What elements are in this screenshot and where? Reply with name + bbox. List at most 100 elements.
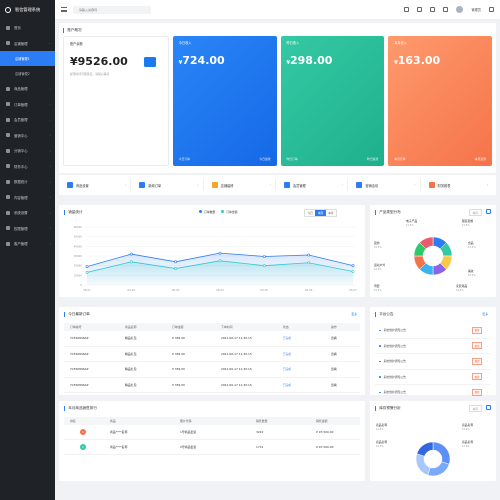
qrcode-icon[interactable] [417,7,423,12]
inventory-label: 商品名称 [376,440,387,444]
legend-orders[interactable]: 订单数量 [199,210,215,214]
pie-slice[interactable] [419,236,434,250]
income-card-today[interactable]: 今日收入 ¥724.00 今日订单 今日退款 [172,36,277,166]
table-row[interactable]: 1 商品****名称 1号商品套装 3222 ¥ 97,500.00 [64,425,360,440]
sidebar-item-12[interactable]: 系统设置 › [0,205,55,221]
sidebar-item-11[interactable]: 内容管理 › [0,190,55,206]
quick-action-4[interactable]: 营销活动 › [352,179,421,191]
sidebar-item-1[interactable]: 店铺管理 ⌄ [0,36,55,52]
list-item[interactable]: 系统维护通知公告 重要 › [375,354,491,370]
sidebar-item-5[interactable]: 订单管理 › [0,97,55,113]
data-point[interactable] [262,255,266,258]
bullet-icon [379,329,381,331]
data-point[interactable] [218,259,222,263]
data-point[interactable] [129,260,133,264]
pie-slice[interactable] [432,441,451,465]
notice-tag: 重要 [472,342,482,350]
legend-amount[interactable]: 订单金额 [221,210,237,214]
sidebar-item-label: 首页 [14,26,21,31]
order-view-link[interactable]: 查看 [331,382,337,387]
table-row[interactable]: YC556896AP 精品礼包 ¥ 359.00 2021-06-17 11:30:1… [64,362,360,378]
data-point[interactable] [262,264,266,268]
sidebar-subitem-2[interactable]: 店铺管理1 [0,51,55,66]
quick-action-0[interactable]: 商品设置 › [63,179,132,191]
data-point[interactable] [174,260,178,264]
data-point[interactable] [85,271,89,274]
chevron-right-icon: › [486,359,488,364]
order-view-link[interactable]: 查看 [331,336,337,341]
chevron-right-icon: › [49,86,51,91]
user-name[interactable]: 管理员 [471,8,481,12]
table-row[interactable]: YC556896AP 精品礼包 ¥ 359.00 2021-06-17 11:30:1… [64,378,360,393]
chevron-right-icon: › [49,148,51,153]
list-item[interactable]: 系统维护通知公告 重要 › [375,370,491,385]
notice-more-link[interactable]: 更多 [482,312,488,316]
sidebar-subitem-3[interactable]: 店铺管理2 [15,72,30,76]
order-view-link[interactable]: 查看 [331,367,337,372]
orders-header-cell: 下单时间 [221,325,233,329]
sidebar-item-0[interactable]: 首页 [0,20,55,36]
quick-action-icon [139,182,146,188]
period-today[interactable]: 今日 [307,210,313,215]
search-input[interactable] [73,5,151,14]
message-icon[interactable] [443,7,449,12]
sidebar-item-8[interactable]: 分销中心 › [0,143,55,159]
income-card-month[interactable]: 本月收入 ¥163.00 本月订单 本月退款 [388,36,492,166]
category-period-select[interactable]: 本月 [468,209,482,217]
table-row[interactable]: YC556896AP 精品礼包 ¥ 359.00 2021-06-17 11:30:1… [64,331,360,347]
quick-action-5[interactable]: 财务报表 › [425,179,492,191]
table-row[interactable]: 2 商品****名称 2号商品套装 1712 ¥ 97,500.00 [64,440,360,455]
avatar[interactable] [456,6,464,13]
pie-slice[interactable] [416,441,434,457]
sidebar-item-14[interactable]: 客户管理 › [0,236,55,252]
sidebar-item-4[interactable]: 商品管理 › [0,81,55,97]
status-badge: 已完成 [283,337,291,341]
list-item[interactable]: 系统维护通知公告 重要 › [375,323,491,339]
list-item[interactable]: 系统维护通知公告 重要 › [375,339,491,354]
x-tick-label: 06-03 [172,288,180,292]
orders-title: 今日最新订单 [68,312,90,316]
data-point[interactable] [129,252,133,256]
chevron-right-icon: › [414,183,416,187]
chevron-right-icon: › [49,195,51,200]
order-product: 精品礼包 [125,382,137,387]
sidebar-item-10[interactable]: 数据统计 › [0,174,55,190]
data-point[interactable] [218,251,222,255]
sidebar-item-13[interactable]: 权限管理 › [0,221,55,237]
income-card-yesterday[interactable]: 昨日收入 ¥298.00 昨日订单 昨日退款 [280,36,385,166]
period-month[interactable]: 本月 [328,210,334,215]
data-point[interactable] [85,265,89,269]
data-point[interactable] [351,270,355,273]
monitor-icon[interactable] [404,7,410,12]
inventory-download-icon[interactable] [486,405,491,410]
list-item[interactable]: 系统维护通知公告 重要 › [375,385,491,401]
sidebar-item-6[interactable]: 会员管理 › [0,112,55,128]
pie-slice[interactable] [427,461,450,477]
period-week[interactable]: 本周 [315,210,326,216]
fullscreen-icon[interactable] [430,7,436,12]
orders-more-link[interactable]: 更多 [351,312,357,316]
sidebar-item-icon [6,226,10,231]
inventory-period-select[interactable]: 本月 [468,405,482,413]
menu-toggle-icon[interactable] [61,7,67,12]
pie-slice[interactable] [415,453,431,476]
data-point[interactable] [307,261,311,265]
sidebar-item-9[interactable]: 财务中心 › [0,159,55,175]
rank-qty: 3222 [256,430,264,434]
order-view-link[interactable]: 查看 [331,351,337,356]
quick-action-1[interactable]: 新增订单 › [135,179,204,191]
data-point[interactable] [351,264,355,268]
table-row[interactable]: YC556896AP 精品礼包 ¥ 359.00 2021-06-17 11:30:1… [64,347,360,362]
settings-icon[interactable] [489,7,494,12]
sidebar-item-label: 商品管理 [14,87,28,92]
app-logo[interactable]: 智信管理系统 [0,0,55,20]
data-point[interactable] [307,253,311,257]
quick-action-3[interactable]: 会员管理 › [280,179,349,191]
notice-tag: 重要 [472,326,482,334]
topbar: 管理员 [55,0,500,20]
data-point[interactable] [174,267,178,270]
sidebar-item-7[interactable]: 营销中心 › [0,128,55,144]
download-icon[interactable] [486,209,491,214]
quick-action-2[interactable]: 店铺装修 › [208,179,276,191]
sidebar-item-icon [6,86,10,91]
